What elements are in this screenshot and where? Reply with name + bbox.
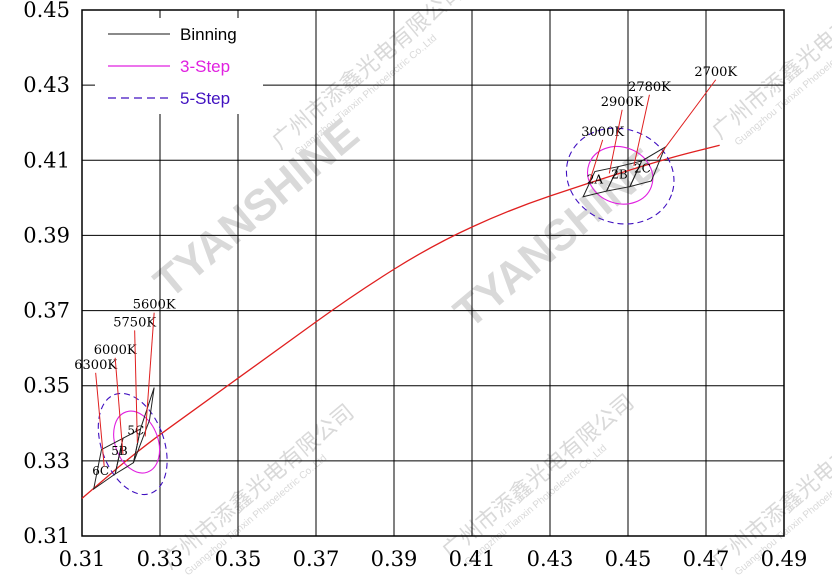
y-tick-label: 0.35	[23, 374, 70, 398]
watermark-company: 广州市添鑫光电有限公司	[267, 0, 468, 154]
cct-leader-line	[95, 372, 105, 467]
cct-leader-line	[114, 357, 124, 455]
bin-5c	[132, 387, 155, 463]
y-tick-label: 0.45	[23, 0, 70, 22]
cct-label: 2780K	[628, 80, 671, 95]
cct-label: 6300K	[74, 358, 117, 373]
bin-label-2c: 2C	[634, 161, 651, 175]
cct-label: 5600K	[133, 298, 176, 313]
x-tick-label: 0.31	[59, 547, 106, 571]
ellipse-5-step	[565, 127, 675, 225]
x-tick-label: 0.35	[215, 547, 262, 571]
bin-label-6c: 6C	[92, 464, 109, 478]
plot-frame	[81, 9, 785, 537]
ellipse-5-step	[97, 392, 168, 496]
x-tick-label: 0.41	[449, 547, 496, 571]
x-tick-label: 0.45	[605, 547, 652, 571]
bin-label-2b: 2B	[611, 167, 628, 181]
cct-label: 2700K	[694, 65, 737, 80]
y-tick-label: 0.31	[23, 524, 70, 548]
y-tick-label: 0.39	[23, 223, 70, 247]
cct-leader-line	[608, 109, 623, 174]
cct-label: 3000K	[581, 125, 624, 140]
bin-label-5c: 5C	[127, 424, 144, 438]
planckian-locus	[81, 144, 720, 499]
legend-label: 3-Step	[180, 57, 230, 76]
watermark-company: 广州市添鑫光电有限公司	[437, 389, 638, 564]
ellipse-3-step	[587, 145, 654, 205]
cct-label: 5750K	[113, 315, 156, 330]
cct-leader-line	[656, 79, 717, 159]
x-tick-label: 0.33	[137, 547, 184, 571]
cct-leader-line	[589, 139, 604, 182]
ellipse-3-step	[113, 410, 161, 474]
x-tick-label: 0.43	[527, 547, 574, 571]
axis-tick-labels: 0.31 0.33 0.35 0.37 0.39 0.41 0.43 0.45 0.47 0.49…	[23, 0, 807, 571]
cct-label: 2900K	[601, 95, 644, 110]
cct-leader-line	[134, 330, 138, 443]
legend: Binning 3-Step 5-Step	[95, 18, 263, 114]
y-tick-label: 0.43	[23, 73, 70, 97]
x-tick-label: 0.39	[371, 547, 418, 571]
cct-label: 6000K	[94, 343, 137, 358]
watermark-brand: TYANSHINE	[145, 109, 368, 307]
x-tick-label: 0.47	[683, 547, 730, 571]
planckian-locus-layer	[81, 144, 720, 499]
x-tick-label: 0.49	[761, 547, 808, 571]
y-tick-label: 0.41	[23, 148, 70, 172]
cct-leader-line	[144, 312, 155, 437]
legend-label: 5-Step	[180, 89, 230, 108]
bin-label-2a: 2A	[587, 173, 604, 187]
y-tick-label: 0.33	[23, 449, 70, 473]
bin-label-5b: 5B	[111, 444, 128, 458]
legend-label: Binning	[180, 25, 237, 44]
cct-leader-line	[633, 94, 650, 167]
x-tick-label: 0.37	[293, 547, 340, 571]
y-tick-label: 0.37	[23, 299, 70, 323]
